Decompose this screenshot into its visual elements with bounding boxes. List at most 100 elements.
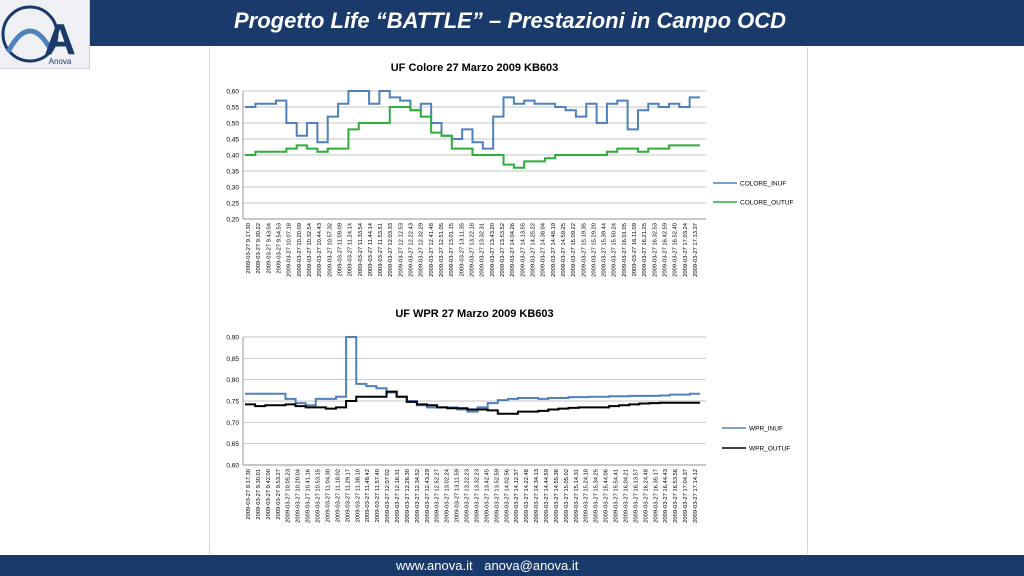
logo-letter: A [44,15,76,64]
y-tick-label: 0,45 [226,137,239,144]
x-tick-label: 2009-03-27 14.04.26 [510,223,516,277]
x-tick-label: 2009-03-27 12.16.31 [395,469,401,523]
x-tick-label: 2009-03-27 9.30.01 [256,469,262,520]
x-tick-label: 2009-03-27 14.22.48 [524,469,530,523]
x-tick-label: 2009-03-27 12.41.48 [429,223,435,277]
y-tick-label: 0,70 [226,420,239,427]
x-tick-label: 2009-03-27 12.52.27 [435,469,441,523]
chart-1: UF Colore 27 Marzo 2009 KB603 0,20 0,25 0,3… [226,62,793,277]
x-tick-label: 2009-03-27 15.29.20 [591,223,597,277]
x-tick-label: 2009-03-27 10.32.54 [307,222,313,277]
x-tick-label: 2009-03-27 16.11.09 [632,223,638,276]
x-tick-label: 2009-03-27 13.32.31 [480,223,486,277]
x-tick-label: 2009-03-27 15.09.22 [571,223,577,277]
x-tick-label: 2009-03-27 14.02.56 [504,469,510,523]
x-tick-label: 2009-03-27 13.32.23 [474,469,480,523]
x-tick-label: 2009-03-27 9.17.30 [246,223,252,274]
legend-label: COLORE_OUTUF [740,200,793,207]
y-tick-label: 0,30 [226,185,239,192]
legend-label: COLORE_INUF [740,181,786,188]
y-tick-label: 0,25 [226,201,239,208]
y-tick-label: 0,60 [226,89,239,96]
x-tick-label: 2009-03-27 14.44.59 [544,469,550,523]
y-tick-label: 0,55 [226,105,239,112]
y-tick-label: 0,75 [226,399,239,406]
x-tick-label: 2009-03-27 16.24.48 [643,469,649,523]
x-tick-label: 2009-03-27 13.52.59 [494,469,500,523]
x-tick-label: 2009-03-27 17.04.37 [683,469,689,523]
x-tick-label: 2009-03-27 10.41.16 [306,469,312,523]
x-tick-label: 2009-03-27 9.43.04 [266,222,272,273]
x-tick-label: 2009-03-27 10.20.04 [296,468,302,523]
x-tick-label: 2009-03-27 10.57.32 [327,223,333,277]
x-tick-label: 2009-03-27 9.17.30 [246,469,252,520]
x-tick-label: 2009-03-27 12.43.29 [425,469,431,523]
x-tick-label: 2009-03-27 12.34.52 [415,469,421,523]
x-tick-label: 2009-03-27 14.12.37 [514,469,520,523]
x-tick-label: 2009-03-27 11.38.10 [355,469,361,522]
x-tick-label: 2009-03-27 15.24.18 [584,469,590,523]
x-tick-label: 2009-03-27 13.53.52 [500,223,506,277]
x-tick-label: 2009-03-27 13.43.20 [490,223,496,277]
x-tick-label: 2009-03-27 13.11.59 [455,469,461,522]
x-tick-label: 2009-03-27 13.22.23 [465,469,471,523]
logo-graphic: A Anova [1,5,76,66]
x-tick-label: 2009-03-27 12.51.05 [439,223,445,277]
x-tick-label: 2009-03-27 13.01.15 [449,223,455,277]
x-tick-label: 2009-03-27 17.03.24 [683,222,689,277]
chart-title: UF WPR 27 Marzo 2009 KB603 [395,308,553,320]
x-tick-label: 2009-03-27 11.33.54 [358,222,364,276]
x-tick-label: 2009-03-27 14.25.22 [530,223,536,277]
x-tick-label: 2009-03-27 11.04.30 [325,469,331,522]
y-tick-label: 0,35 [226,169,239,176]
y-tick-label: 0,90 [226,335,239,342]
x-tick-label: 2009-03-27 17.13.37 [693,223,699,277]
x-tick-label: 2009-03-27 14.48.19 [551,223,557,277]
x-tick-label: 2009-03-27 10.07.18 [287,223,293,277]
x-tick-label: 2009-03-27 16.32.53 [652,223,658,277]
x-tick-label: 2009-03-27 12.12.53 [398,223,404,277]
x-tick-label: 2009-03-27 10.53.15 [316,469,322,523]
x-tick-label: 2009-03-27 14.59.25 [561,223,567,277]
charts-svg: UF Colore 27 Marzo 2009 KB603 0,20 0,25 0,3… [226,62,793,523]
x-tick-label: 2009-03-27 16.13.57 [633,469,639,523]
x-tick-label: 2009-03-27 13.11.35 [459,223,465,276]
x-tick-label: 2009-03-27 16.52.40 [673,223,679,277]
x-tick-label: 2009-03-27 11.48.42 [365,469,371,522]
slide-title: Progetto Life “BATTLE” – Prestazioni in … [233,8,787,33]
x-tick-label: 2009-03-27 11.29.17 [345,469,351,522]
x-tick-label: 2009-03-27 12.26.30 [405,469,411,523]
x-tick-label: 2009-03-27 14.55.36 [554,469,560,523]
x-tick-label: 2009-03-27 15.14.31 [574,469,580,523]
x-tick-label: 2009-03-27 16.53.56 [673,469,679,523]
logo-ring [1,5,59,63]
y-tick-label: 0,40 [226,153,239,160]
footer-email-link[interactable]: anova@anova.it [484,558,579,573]
header-bar [0,0,1024,46]
x-tick-label: 2009-03-27 12.07.02 [385,469,391,523]
y-tick-label: 0,80 [226,377,239,384]
x-tick-label: 2009-03-27 12.03.33 [388,223,394,277]
x-tick-label: 2009-03-27 11.57.40 [375,469,381,522]
x-tick-label: 2009-03-27 10.20.09 [297,223,303,277]
anova-logo: A Anova [0,0,90,69]
x-tick-label: 2009-03-27 9.53.27 [276,469,282,520]
x-tick-label: 2009-03-27 15.44.06 [604,469,610,523]
x-tick-label: 2009-03-27 15.05.02 [564,469,570,523]
x-tick-label: 2009-03-27 15.39.44 [602,222,608,277]
footer-contacts: www.anova.it anova@anova.it [396,558,586,573]
y-tick-label: 0,60 [226,463,239,470]
footer-website-link[interactable]: www.anova.it [396,558,473,573]
y-tick-label: 0,65 [226,441,239,448]
x-tick-label: 2009-03-27 17.14.12 [693,469,699,523]
series-line-colore_inuf [245,90,700,150]
x-tick-label: 2009-03-27 11.24.14 [348,222,354,276]
series-line-wpr_inuf [245,336,700,413]
y-tick-label: 0,50 [226,121,239,128]
x-tick-label: 2009-03-27 11.18.02 [335,469,341,522]
x-tick-label: 2009-03-27 12.32.29 [419,223,425,277]
legend-label: WPR_OUTUF [749,446,790,453]
legend-label: WPR_INUF [749,426,783,433]
x-tick-label: 2009-03-27 16.04.21 [623,469,629,523]
x-tick-label: 2009-03-27 11.53.51 [378,223,384,276]
